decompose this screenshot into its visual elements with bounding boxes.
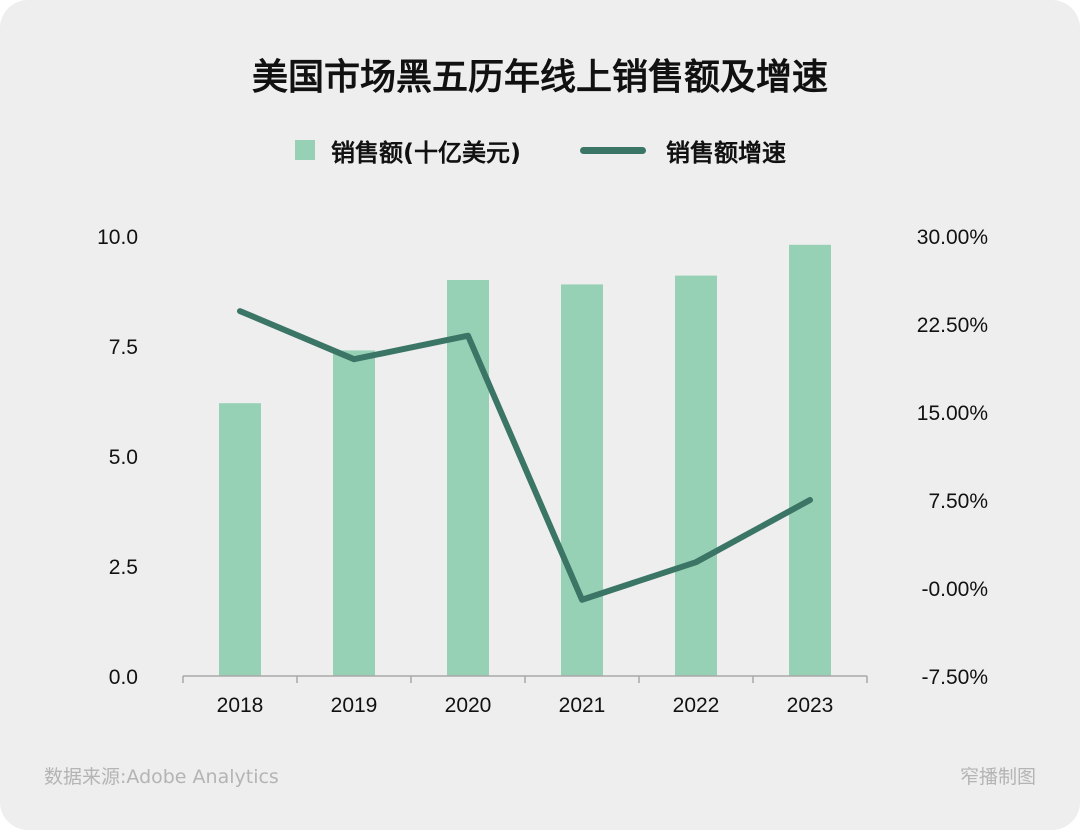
growth-line (237, 308, 813, 603)
y-left-tick-label: 7.5 (109, 336, 138, 359)
legend-bar-swatch (295, 140, 315, 160)
y-left-tick-label: 0.0 (109, 666, 138, 689)
y-left-tick-label: 2.5 (109, 556, 138, 579)
x-tick-label: 2021 (559, 694, 606, 717)
bar-2019 (333, 350, 375, 676)
x-axis-labels: 2018 2019 2020 2021 2022 2023 (217, 694, 834, 717)
x-tick-label: 2020 (445, 694, 492, 717)
y-right-tick-label: -7.50% (921, 666, 988, 689)
legend-line-swatch (580, 146, 646, 154)
y-right-tick-label: 30.00% (917, 226, 988, 249)
y-right-tick-label: 15.00% (917, 402, 988, 425)
bar-2021 (561, 284, 603, 676)
y-right-tick-label: 22.50% (917, 314, 988, 337)
x-tick-label: 2019 (331, 694, 378, 717)
bar-2023 (789, 244, 831, 677)
legend-label-growth: 销售额增速 (666, 138, 786, 167)
legend: 销售额(十亿美元) 销售额增速 (0, 130, 1080, 170)
data-source: 数据来源:Adobe Analytics (44, 766, 279, 788)
bar-2018 (219, 403, 261, 676)
bar-series (219, 244, 831, 677)
x-axis (182, 675, 868, 683)
bar-2020 (447, 280, 489, 676)
y-left-tick-label: 5.0 (109, 446, 138, 469)
legend-item-growth: 销售额增速 (580, 130, 786, 170)
legend-label-sales: 销售额(十亿美元) (331, 138, 521, 167)
y-left-tick-label: 10.0 (97, 226, 138, 249)
line-series (237, 308, 813, 603)
y-axis-right: -7.50% -0.00% 7.50% 15.00% 22.50% 30.00% (917, 226, 988, 689)
chart-title: 美国市场黑五历年线上销售额及增速 (251, 57, 828, 98)
credit: 窄播制图 (959, 766, 1036, 788)
x-tick-label: 2018 (217, 694, 264, 717)
y-right-tick-label: 7.50% (928, 490, 988, 513)
legend-item-sales: 销售额(十亿美元) (295, 130, 521, 170)
x-tick-label: 2022 (673, 694, 720, 717)
x-tick-label: 2023 (787, 694, 834, 717)
y-right-tick-label: -0.00% (921, 578, 988, 601)
y-axis-left: 0.0 2.5 5.0 7.5 10.0 (97, 226, 138, 689)
bar-2022 (675, 275, 717, 676)
